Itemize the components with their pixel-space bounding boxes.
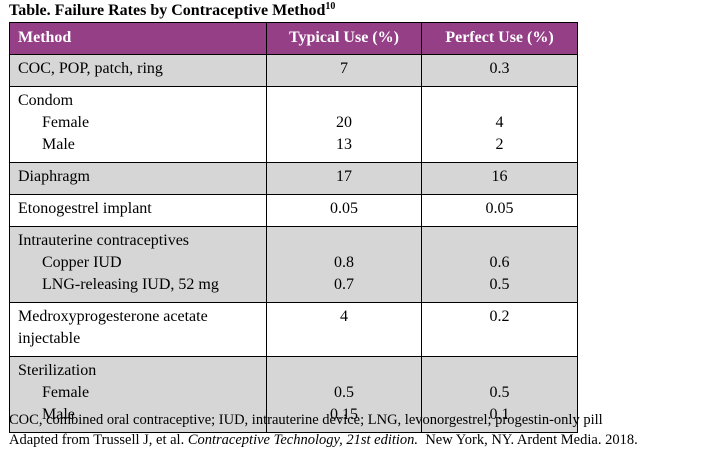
sub-method-label: LNG-releasing IUD, 52 mg (42, 276, 219, 293)
table-row: Condom Female Male 20 13 4 2 (9, 86, 578, 163)
source-prefix: Adapted from Trussell J, et al. (9, 432, 188, 448)
perfect-cell: 0.05 (421, 194, 578, 227)
method-cell: Sterilization Female Male (9, 356, 267, 433)
table-row: COC, POP, patch, ring 7 0.3 (9, 54, 578, 87)
perfect-value: 0.2 (489, 308, 510, 325)
perfect-value: 16 (491, 168, 508, 185)
method-label: Condom (18, 92, 74, 109)
sub-method-label: Female (42, 384, 90, 401)
source-title: Contraceptive Technology, 21st edition. (187, 432, 419, 448)
typical-value: 17 (336, 168, 352, 185)
perfect-cell: 4 2 (421, 86, 578, 163)
perfect-value: 0.5 (489, 384, 510, 401)
typical-value: 13 (336, 136, 352, 153)
perfect-value: 0.3 (489, 60, 510, 77)
typical-cell: 17 (266, 162, 422, 195)
sub-method-label: Female (42, 114, 90, 131)
title-reference: 10 (325, 1, 336, 12)
method-cell: Diaphragm (9, 162, 267, 195)
typical-cell: 7 (266, 54, 422, 87)
typical-value: 7 (340, 60, 348, 77)
method-label: Sterilization (18, 362, 97, 379)
typical-cell: 0.8 0.7 (266, 226, 422, 303)
perfect-value: 0.5 (489, 276, 510, 293)
abbreviations-note: COC, combined oral contraceptive; IUD, i… (9, 412, 603, 428)
failure-rates-table: Method Typical Use (%) Perfect Use (%) C… (9, 22, 578, 433)
method-label: Intrauterine contraceptives (18, 232, 190, 249)
method-cell: Condom Female Male (9, 86, 267, 163)
source-note: Adapted from Trussell J, et al. Contrace… (9, 430, 638, 450)
method-cell: Etonogestrel implant (9, 194, 267, 227)
typical-value: 4 (340, 308, 348, 325)
perfect-value: 2 (495, 136, 504, 153)
header-method: Method (9, 22, 267, 55)
typical-value: 0.7 (334, 276, 354, 293)
perfect-value: 0.1 (489, 406, 510, 423)
typical-value: 0.05 (330, 200, 358, 217)
typical-cell: 4 (266, 302, 422, 357)
header-row: Method Typical Use (%) Perfect Use (%) (9, 22, 578, 55)
perfect-value: 0.05 (485, 200, 514, 217)
typical-cell: 0.5 0.15 (266, 356, 422, 433)
typical-value: 0.8 (334, 254, 354, 271)
perfect-cell: 0.6 0.5 (421, 226, 578, 303)
table-row: Sterilization Female Male 0.5 0.15 0.5 0… (9, 356, 578, 433)
table-row: Diaphragm 17 16 (9, 162, 578, 195)
perfect-value: 0.6 (489, 254, 510, 271)
table-row: Etonogestrel implant 0.05 0.05 (9, 194, 578, 227)
perfect-cell: 16 (421, 162, 578, 195)
sub-method-label: Copper IUD (42, 254, 122, 271)
footnotes: COC, combined oral contraceptive; IUD, i… (9, 410, 638, 450)
typical-cell: 0.05 (266, 194, 422, 227)
method-label: Medroxyprogesterone acetate injectable (18, 308, 208, 347)
sub-method-label: Male (42, 406, 75, 423)
table-row: Medroxyprogesterone acetate injectable 4… (9, 302, 578, 357)
header-perfect-use: Perfect Use (%) (421, 22, 578, 55)
method-label: Etonogestrel implant (18, 200, 152, 217)
typical-value: 0.15 (330, 406, 358, 423)
typical-cell: 20 13 (266, 86, 422, 163)
method-label: COC, POP, patch, ring (18, 60, 163, 77)
typical-value: 0.5 (334, 384, 354, 401)
typical-value: 20 (336, 114, 352, 131)
sub-method-label: Male (42, 136, 75, 153)
method-cell: Intrauterine contraceptives Copper IUD L… (9, 226, 267, 303)
table-title-text: Table. Failure Rates by Contraceptive Me… (9, 2, 326, 19)
perfect-cell: 0.2 (421, 302, 578, 357)
method-cell: COC, POP, patch, ring (9, 54, 267, 87)
perfect-cell: 0.5 0.1 (421, 356, 578, 433)
method-cell: Medroxyprogesterone acetate injectable (9, 302, 267, 357)
perfect-value: 4 (495, 114, 504, 131)
source-suffix: New York, NY. Ardent Media. 2018. (418, 432, 638, 448)
method-label: Diaphragm (18, 168, 90, 185)
table-row: Intrauterine contraceptives Copper IUD L… (9, 226, 578, 303)
table-title: Table. Failure Rates by Contraceptive Me… (9, 1, 335, 21)
header-typical-use: Typical Use (%) (266, 22, 422, 55)
perfect-cell: 0.3 (421, 54, 578, 87)
